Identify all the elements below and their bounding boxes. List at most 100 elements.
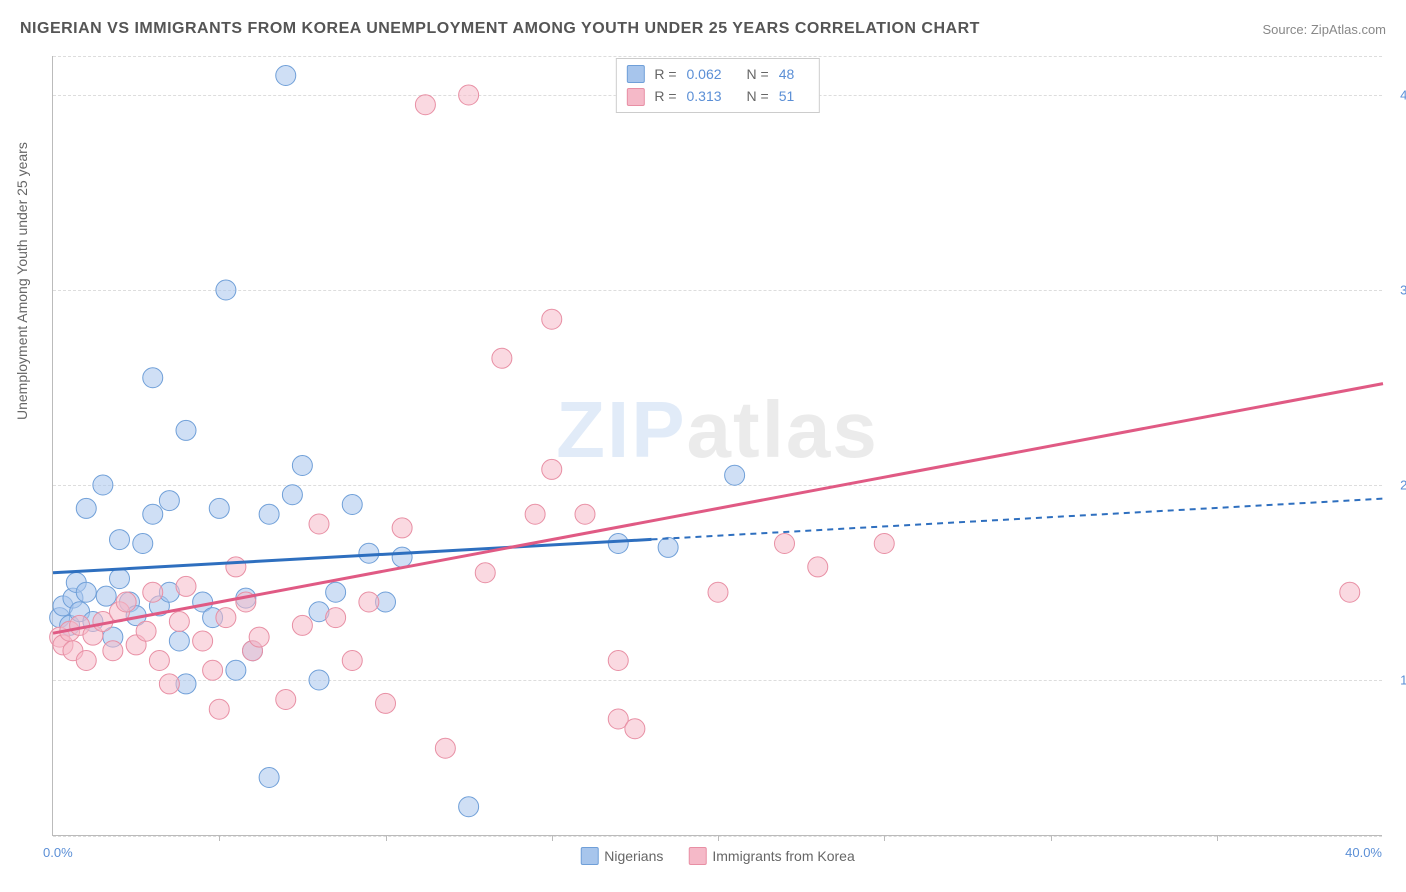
scatter-point xyxy=(459,797,479,817)
y-tick-label: 10.0% xyxy=(1400,673,1406,688)
scatter-point xyxy=(216,608,236,628)
scatter-point xyxy=(309,670,329,690)
scatter-point xyxy=(874,534,894,554)
legend-item-a: Nigerians xyxy=(580,847,663,865)
legend-bottom-swatch-a-icon xyxy=(580,847,598,865)
scatter-point xyxy=(136,621,156,641)
scatter-point xyxy=(376,693,396,713)
x-tick-mark xyxy=(1051,835,1052,841)
legend-stats-row-a: R = 0.062 N = 48 xyxy=(626,63,808,85)
y-tick-label: 20.0% xyxy=(1400,478,1406,493)
legend-stats: R = 0.062 N = 48 R = 0.313 N = 51 xyxy=(615,58,819,113)
legend-r-label-b: R = xyxy=(654,85,676,107)
scatter-point xyxy=(193,631,213,651)
legend-n-value-a: 48 xyxy=(779,63,809,85)
scatter-point xyxy=(149,651,169,671)
scatter-point xyxy=(326,582,346,602)
scatter-point xyxy=(76,498,96,518)
scatter-point xyxy=(359,543,379,563)
scatter-point xyxy=(176,576,196,596)
scatter-point xyxy=(1340,582,1360,602)
x-tick-mark xyxy=(552,835,553,841)
scatter-point xyxy=(226,660,246,680)
y-axis-label: Unemployment Among Youth under 25 years xyxy=(14,142,30,420)
scatter-point xyxy=(216,280,236,300)
legend-r-label: R = xyxy=(654,63,676,85)
legend-label-a: Nigerians xyxy=(604,848,663,864)
scatter-point xyxy=(326,608,346,628)
scatter-point xyxy=(435,738,455,758)
scatter-point xyxy=(542,309,562,329)
legend-n-label: N = xyxy=(747,63,769,85)
scatter-point xyxy=(475,563,495,583)
scatter-point xyxy=(143,504,163,524)
scatter-point xyxy=(116,592,136,612)
scatter-point xyxy=(525,504,545,524)
scatter-point xyxy=(292,615,312,635)
scatter-point xyxy=(169,631,189,651)
scatter-point xyxy=(276,690,296,710)
scatter-point xyxy=(110,530,130,550)
y-tick-label: 40.0% xyxy=(1400,88,1406,103)
scatter-point xyxy=(342,495,362,515)
legend-bottom-swatch-b-icon xyxy=(688,847,706,865)
scatter-point xyxy=(492,348,512,368)
scatter-point xyxy=(276,66,296,86)
scatter-point xyxy=(342,651,362,671)
scatter-point xyxy=(110,569,130,589)
scatter-point xyxy=(259,504,279,524)
scatter-point xyxy=(76,582,96,602)
scatter-point xyxy=(542,459,562,479)
trend-line-extrapolated xyxy=(652,499,1384,540)
scatter-point xyxy=(392,518,412,538)
scatter-point xyxy=(309,514,329,534)
plot-area: ZIPatlas R = 0.062 N = 48 R = 0.313 N = … xyxy=(52,56,1382,836)
scatter-point xyxy=(359,592,379,612)
scatter-point xyxy=(209,699,229,719)
scatter-point xyxy=(143,368,163,388)
legend-n-value-b: 51 xyxy=(779,85,809,107)
scatter-point xyxy=(608,534,628,554)
scatter-point xyxy=(249,627,269,647)
x-tick-min: 0.0% xyxy=(43,845,73,860)
scatter-point xyxy=(725,465,745,485)
scatter-point xyxy=(169,612,189,632)
legend-r-value-a: 0.062 xyxy=(687,63,737,85)
scatter-point xyxy=(625,719,645,739)
scatter-svg xyxy=(53,56,1382,835)
scatter-point xyxy=(96,586,116,606)
legend-label-b: Immigrants from Korea xyxy=(712,848,854,864)
legend-n-label-b: N = xyxy=(747,85,769,107)
x-tick-mark xyxy=(386,835,387,841)
scatter-point xyxy=(459,85,479,105)
scatter-point xyxy=(259,768,279,788)
legend-item-b: Immigrants from Korea xyxy=(688,847,854,865)
chart-title: NIGERIAN VS IMMIGRANTS FROM KOREA UNEMPL… xyxy=(20,20,980,38)
scatter-point xyxy=(808,557,828,577)
scatter-point xyxy=(203,660,223,680)
scatter-point xyxy=(282,485,302,505)
scatter-point xyxy=(226,557,246,577)
scatter-point xyxy=(392,547,412,567)
legend-series: Nigerians Immigrants from Korea xyxy=(580,847,855,865)
source-label: Source: ZipAtlas.com xyxy=(1262,22,1386,37)
chart-container: NIGERIAN VS IMMIGRANTS FROM KOREA UNEMPL… xyxy=(0,0,1406,892)
scatter-point xyxy=(209,498,229,518)
scatter-point xyxy=(176,420,196,440)
scatter-point xyxy=(575,504,595,524)
scatter-point xyxy=(708,582,728,602)
legend-swatch-b-icon xyxy=(626,88,644,106)
x-tick-mark xyxy=(884,835,885,841)
scatter-point xyxy=(775,534,795,554)
scatter-point xyxy=(76,651,96,671)
scatter-point xyxy=(415,95,435,115)
x-tick-mark xyxy=(219,835,220,841)
legend-r-value-b: 0.313 xyxy=(687,85,737,107)
scatter-point xyxy=(93,475,113,495)
legend-stats-row-b: R = 0.313 N = 51 xyxy=(626,85,808,107)
scatter-point xyxy=(159,674,179,694)
scatter-point xyxy=(658,537,678,557)
scatter-point xyxy=(292,456,312,476)
scatter-point xyxy=(159,491,179,511)
x-tick-mark xyxy=(718,835,719,841)
